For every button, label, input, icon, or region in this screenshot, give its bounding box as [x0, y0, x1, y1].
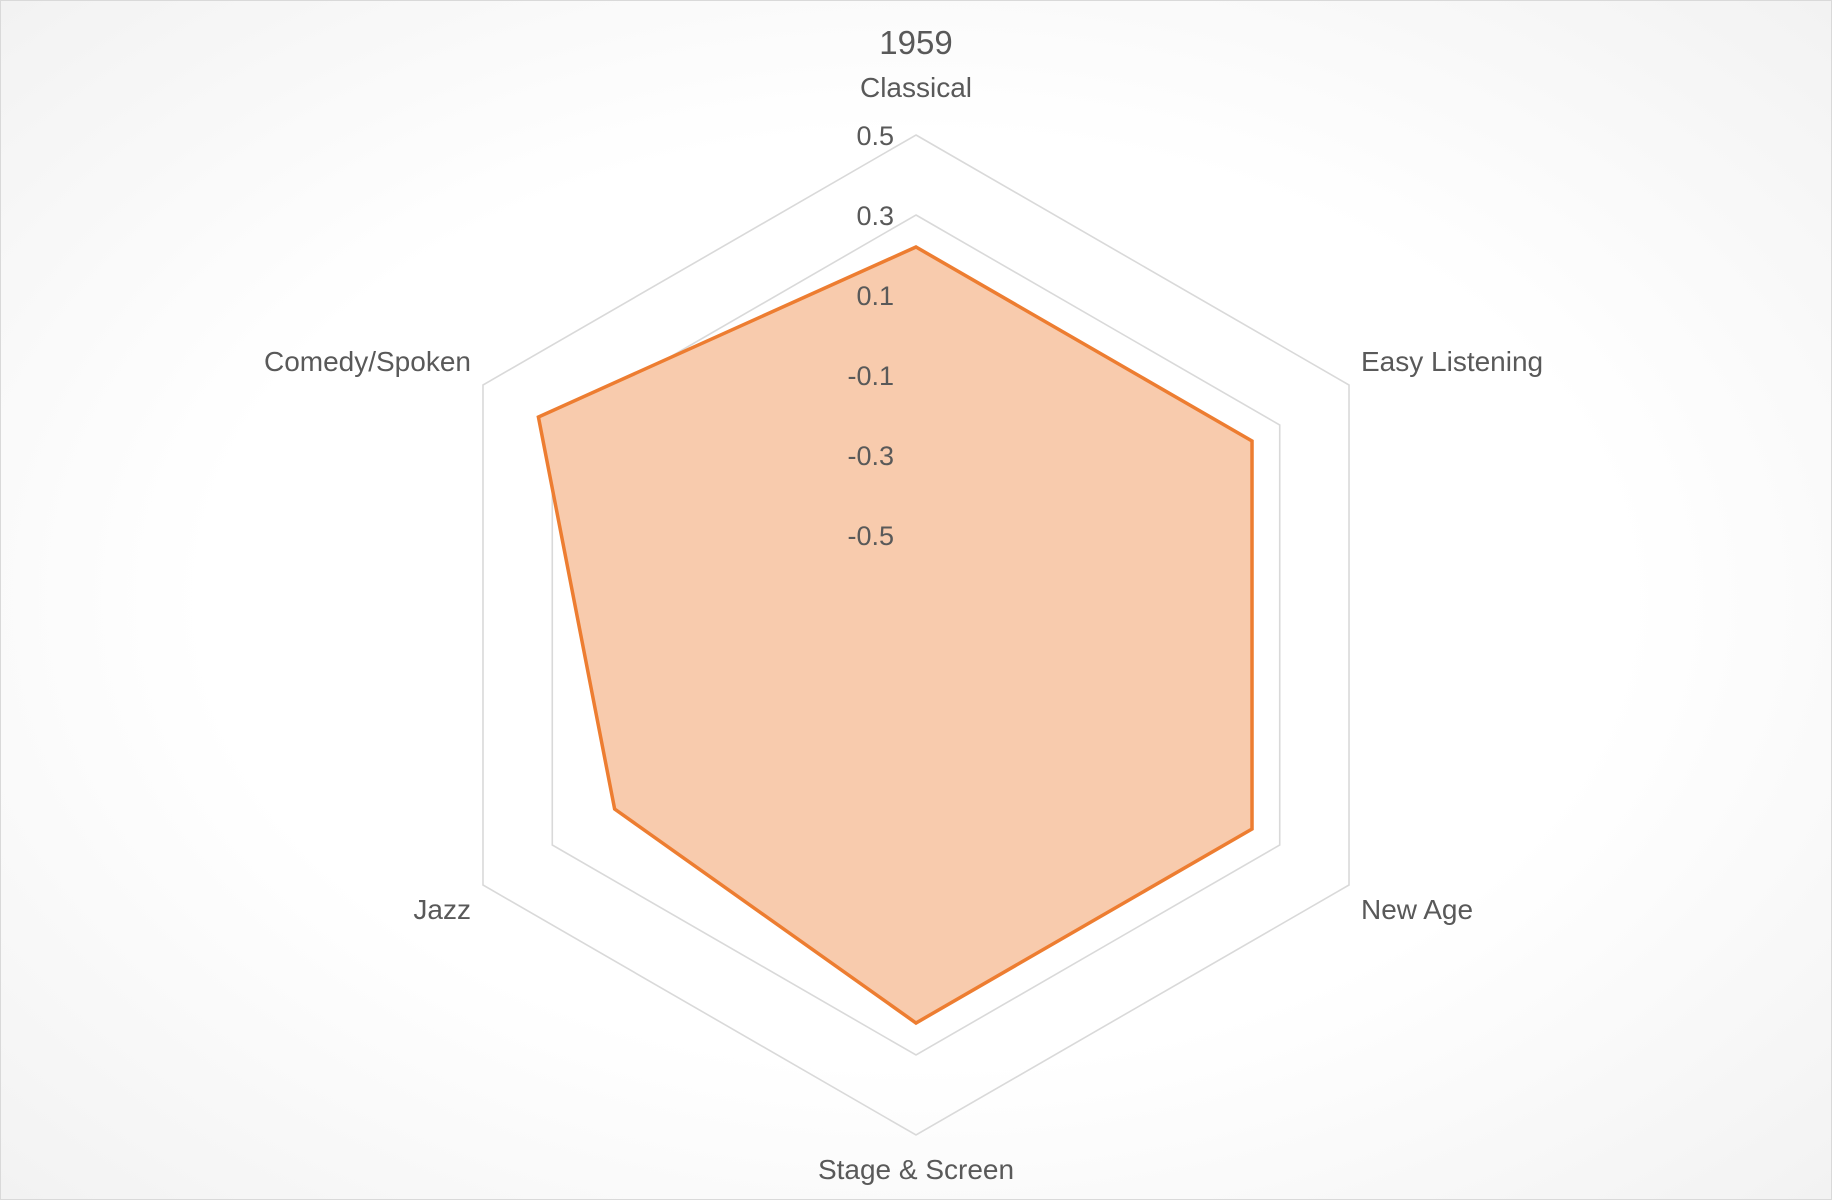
- tick-label: -0.5: [847, 521, 894, 551]
- tick-label: -0.3: [847, 441, 894, 471]
- category-labels: Classical Easy Listening New Age Stage & Sc…: [264, 72, 1543, 1185]
- tick-labels: 0.5 0.3 0.1 -0.1 -0.3 -0.5: [847, 121, 894, 551]
- series-area: [536, 245, 1254, 1026]
- tick-label: 0.1: [856, 281, 894, 311]
- category-label: Jazz: [413, 894, 471, 925]
- category-label: Stage & Screen: [818, 1154, 1014, 1185]
- tick-label: 0.5: [856, 121, 894, 151]
- category-label: Easy Listening: [1361, 346, 1543, 377]
- category-label: Classical: [860, 72, 972, 103]
- tick-label: 0.3: [856, 201, 894, 231]
- series-layer: [536, 245, 1254, 1026]
- tick-label: -0.1: [847, 361, 894, 391]
- category-label: New Age: [1361, 894, 1473, 925]
- chart-title: 1959: [879, 24, 952, 61]
- category-label: Comedy/Spoken: [264, 346, 471, 377]
- grid-ring: [482, 134, 1350, 1136]
